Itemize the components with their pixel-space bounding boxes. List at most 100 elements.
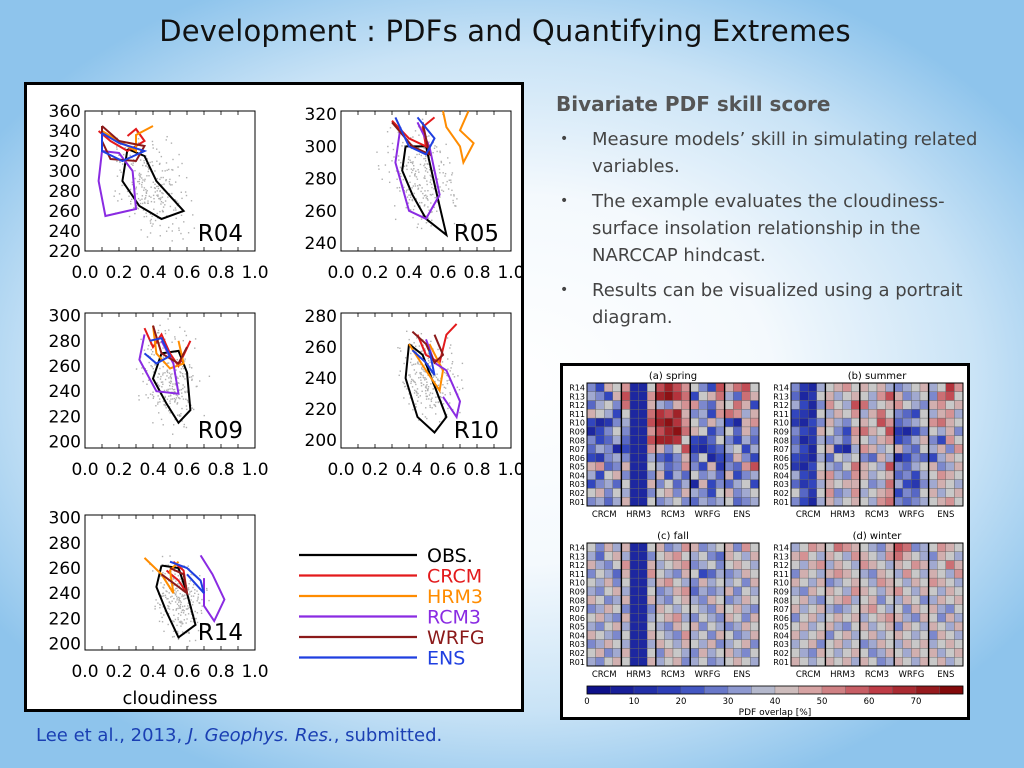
- scatter-point: [409, 181, 411, 183]
- scatter-point: [183, 426, 185, 428]
- scatter-point: [164, 204, 166, 206]
- heatmap-cell: [790, 391, 800, 401]
- scatter-point: [451, 172, 454, 174]
- scatter-point: [194, 338, 197, 340]
- scatter-point: [449, 370, 451, 372]
- y-tick-label: 220: [305, 400, 337, 420]
- heatmap-cell: [928, 595, 938, 605]
- heatmap-cell: [894, 417, 904, 428]
- heatmap-cell: [629, 488, 639, 498]
- heatmap-cell: [937, 648, 947, 658]
- scatter-point: [160, 595, 163, 597]
- scatter-point: [154, 364, 156, 366]
- heatmap-cell: [715, 551, 725, 561]
- scatter-point: [158, 197, 160, 200]
- scatter-point: [409, 196, 412, 198]
- scatter-point: [162, 595, 165, 597]
- scatter-point: [156, 185, 158, 188]
- scatter-point: [161, 381, 164, 383]
- heatmap-cell: [612, 639, 622, 649]
- scatter-point: [137, 138, 140, 140]
- scatter-point: [161, 196, 164, 198]
- y-tick-label: 200: [305, 431, 337, 451]
- heatmap-cell: [689, 613, 699, 623]
- row-label: R12: [569, 401, 585, 410]
- heatmap-cell: [894, 560, 904, 570]
- scatter-point: [414, 381, 416, 384]
- heatmap-cell: [885, 497, 895, 507]
- heatmap-cell: [595, 560, 605, 570]
- bullet-text: Results can be visualized using a portra…: [592, 280, 963, 328]
- scatter-point: [180, 389, 183, 391]
- heatmap-cell: [646, 577, 656, 588]
- heatmap-cell: [681, 426, 691, 436]
- x-tick-label: 0.2: [105, 662, 132, 682]
- scatter-point: [391, 142, 394, 145]
- heatmap-cell: [894, 391, 904, 401]
- scatter-point: [406, 330, 408, 333]
- scatter-point: [409, 397, 412, 399]
- scatter-point: [412, 379, 414, 381]
- heatmap-cell: [894, 639, 904, 649]
- y-tick-label: 280: [49, 534, 81, 554]
- heatmap-cell: [664, 604, 674, 614]
- scatter-point: [116, 148, 118, 150]
- scatter-point: [145, 188, 147, 191]
- heatmap-cell: [954, 417, 964, 428]
- scatter-point: [196, 621, 199, 624]
- scatter-point: [409, 159, 411, 161]
- heatmap-cell: [638, 470, 648, 480]
- scatter-point: [192, 595, 195, 597]
- scatter-point: [177, 166, 179, 168]
- x-tick-label: 0.8: [207, 263, 234, 283]
- scatter-point: [401, 145, 403, 147]
- x-tick-label: 0.8: [463, 460, 490, 480]
- heatmap-cell: [689, 630, 699, 640]
- scatter-point: [442, 172, 444, 174]
- heatmap-cell: [911, 391, 921, 401]
- scatter-point: [141, 202, 144, 205]
- heatmap-cell: [672, 542, 682, 552]
- scatter-point: [402, 178, 405, 181]
- heatmap-cell: [638, 382, 648, 392]
- heatmap-cell: [945, 488, 955, 498]
- heatmap-cell: [586, 604, 596, 614]
- heatmap-cell: [672, 577, 682, 588]
- heatmap-cell: [799, 621, 809, 632]
- heatmap-cell: [732, 577, 742, 588]
- scatter-point: [377, 165, 380, 167]
- scatter-point: [415, 391, 418, 393]
- heatmap-frame: [790, 542, 964, 667]
- heatmap-cell: [954, 639, 964, 649]
- scatter-point: [156, 194, 158, 197]
- scatter-point: [430, 179, 432, 181]
- scatter-point: [442, 182, 444, 184]
- heatmap-cell: [945, 657, 955, 667]
- heatmap-cell: [928, 630, 938, 640]
- heatmap-cell: [646, 604, 656, 614]
- scatter-point: [149, 222, 152, 224]
- scatter-point: [130, 163, 133, 165]
- heatmap-cell: [750, 577, 760, 588]
- legend-label: RCM3: [427, 607, 481, 629]
- heatmap-cell: [732, 586, 742, 596]
- citation[interactable]: Lee et al., 2013, J. Geophys. Res., subm…: [36, 725, 442, 746]
- heatmap-cell: [672, 604, 682, 614]
- scatter-point: [161, 209, 164, 212]
- scatter-point: [400, 350, 402, 352]
- heatmap-cell: [638, 409, 648, 419]
- heatmap-cell: [833, 595, 843, 605]
- scatter-point: [177, 589, 179, 592]
- heatmap-cell: [842, 604, 852, 614]
- heatmap-cell: [604, 426, 614, 436]
- heatmap-cell: [885, 604, 895, 614]
- scatter-point: [175, 595, 178, 598]
- heatmap-cell: [816, 551, 826, 561]
- scatter-point: [158, 372, 160, 375]
- heatmap-cell: [842, 426, 852, 436]
- heatmap-panel: (b) summerR14R13R12R11R10R09R08R07R06R05…: [773, 371, 964, 520]
- contour-ens: [143, 337, 172, 365]
- heatmap-cell: [655, 613, 665, 623]
- heatmap-cell: [945, 560, 955, 570]
- scatter-point: [157, 185, 159, 188]
